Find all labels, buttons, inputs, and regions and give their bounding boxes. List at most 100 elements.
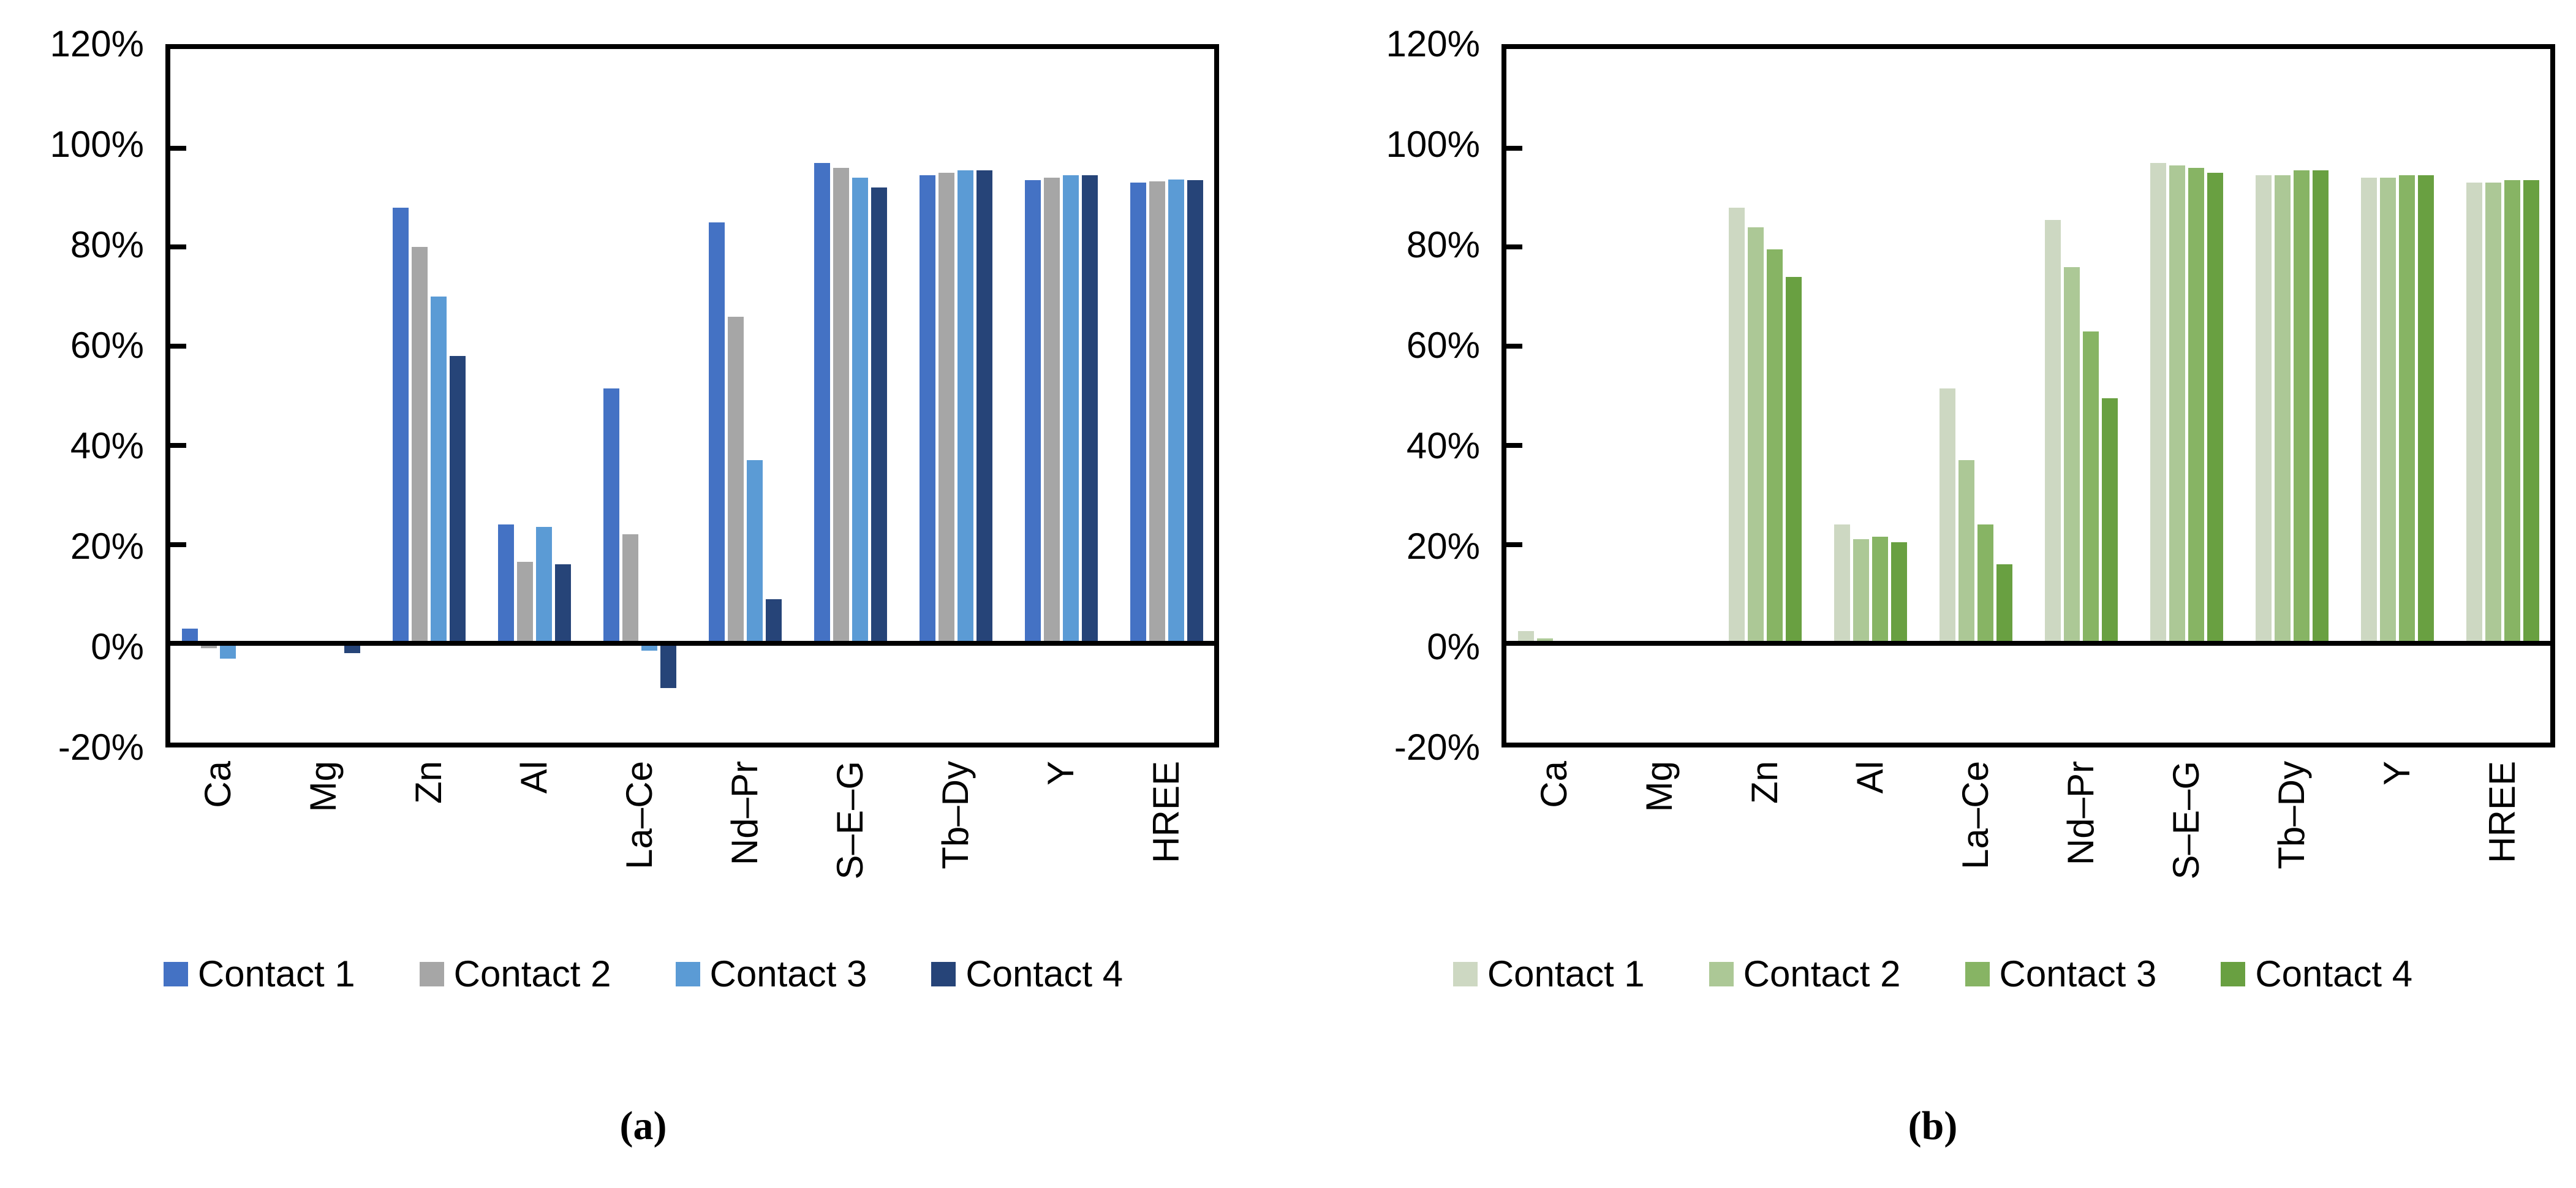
bar bbox=[2101, 398, 2118, 644]
bar bbox=[2169, 165, 2185, 644]
bar bbox=[1149, 181, 1165, 644]
legend: Contact 1 Contact 2 Contact 3 Contact 4 bbox=[0, 953, 1286, 995]
bar bbox=[871, 187, 887, 644]
y-axis-tick-label: 20% bbox=[1406, 526, 1480, 567]
bar bbox=[2504, 180, 2520, 644]
y-axis-tick-label: 40% bbox=[1406, 425, 1480, 466]
bar bbox=[833, 168, 849, 644]
bar bbox=[727, 316, 744, 644]
legend-label: Contact 3 bbox=[709, 953, 867, 994]
bar bbox=[1785, 276, 1802, 644]
bar bbox=[2044, 219, 2061, 644]
y-axis-tick-label: 100% bbox=[1386, 124, 1480, 165]
x-axis-category-label: Tb–Dy bbox=[935, 761, 976, 869]
legend-swatch-icon bbox=[163, 961, 188, 986]
bar bbox=[1130, 183, 1146, 644]
bar bbox=[1168, 179, 1184, 644]
bar bbox=[2188, 168, 2204, 644]
bar bbox=[392, 207, 409, 644]
x-axis-category-label: HREE bbox=[1146, 761, 1187, 863]
bar bbox=[430, 297, 447, 644]
legend-swatch-icon bbox=[1965, 961, 1990, 986]
legend-swatch-icon bbox=[2221, 961, 2246, 986]
bar bbox=[1853, 539, 1869, 644]
bar bbox=[1728, 207, 1745, 644]
zero-baseline bbox=[1506, 641, 2550, 646]
bar bbox=[2293, 170, 2310, 644]
bar bbox=[919, 175, 935, 644]
x-axis-category-label: Zn bbox=[408, 761, 449, 804]
legend-item: Contact 2 bbox=[419, 953, 611, 995]
x-axis-category-label: Al bbox=[513, 761, 554, 794]
bar bbox=[2150, 162, 2166, 644]
y-axis-tick-label: 20% bbox=[70, 526, 144, 567]
y-axis-tick-label: 0% bbox=[91, 626, 144, 667]
bar bbox=[2207, 173, 2223, 644]
plot-area bbox=[165, 44, 1219, 747]
x-axis-category-label: La–Ce bbox=[619, 761, 660, 869]
x-axis-category-label: Ca bbox=[197, 761, 238, 808]
bar bbox=[344, 643, 360, 654]
bar bbox=[1187, 180, 1203, 644]
bar bbox=[1747, 227, 1764, 644]
bar bbox=[2255, 175, 2272, 644]
caption-b: (b) bbox=[1908, 1103, 1958, 1148]
bar bbox=[200, 643, 217, 649]
bar bbox=[2082, 331, 2099, 644]
legend: Contact 1 Contact 2 Contact 3 Contact 4 bbox=[1290, 953, 2576, 995]
chart-panel-b: 120% 100% 80% 60% 40% 20% 0% -20% Ca Mg Zn Al La–Ce N… bbox=[1290, 0, 2576, 1188]
x-axis-category-label: Tb–Dy bbox=[2271, 761, 2312, 869]
bar bbox=[1977, 524, 1993, 644]
x-axis-category-label: HREE bbox=[2482, 761, 2523, 863]
caption-a: (a) bbox=[619, 1103, 667, 1148]
x-axis-category-label: S–E–G bbox=[2166, 761, 2207, 880]
y-axis-tick bbox=[170, 244, 186, 250]
zero-baseline bbox=[170, 641, 1214, 646]
bar bbox=[746, 460, 763, 644]
y-axis-tick-label: 0% bbox=[1427, 626, 1480, 667]
chart-panel-a: 120% 100% 80% 60% 40% 20% 0% -20% Ca Mg Zn Al La–Ce N… bbox=[0, 0, 1286, 1188]
y-axis-tick bbox=[1506, 344, 1522, 349]
bar bbox=[1062, 175, 1079, 644]
y-axis-tick-label: 120% bbox=[50, 23, 144, 64]
legend-label: Contact 1 bbox=[1487, 953, 1645, 994]
x-axis-category-label: Mg bbox=[303, 761, 344, 812]
bar bbox=[957, 170, 973, 644]
bar bbox=[2274, 175, 2291, 644]
y-axis-tick-label: -20% bbox=[58, 727, 144, 768]
legend-label: Contact 3 bbox=[1999, 953, 2157, 994]
legend-item: Contact 2 bbox=[1709, 953, 1901, 995]
bar bbox=[1890, 542, 1907, 644]
legend-item: Contact 3 bbox=[1965, 953, 2157, 995]
legend-swatch-icon bbox=[419, 961, 444, 986]
legend-swatch-icon bbox=[1452, 961, 1478, 986]
bar bbox=[603, 388, 619, 644]
bar bbox=[449, 356, 466, 644]
bar bbox=[516, 561, 533, 644]
bar bbox=[622, 534, 638, 644]
bar bbox=[1043, 178, 1060, 644]
bar bbox=[1081, 175, 1098, 644]
bar bbox=[2417, 175, 2434, 644]
legend-swatch-icon bbox=[1709, 961, 1734, 986]
y-axis-tick bbox=[1506, 145, 1522, 151]
bar bbox=[1958, 460, 1974, 644]
bar bbox=[1834, 524, 1850, 644]
bar bbox=[2466, 183, 2482, 644]
bar bbox=[976, 170, 992, 644]
legend-label: Contact 2 bbox=[1743, 953, 1901, 994]
x-axis-category-label: Al bbox=[1849, 761, 1890, 794]
x-axis-category-label: La–Ce bbox=[1955, 761, 1996, 869]
legend-swatch-icon bbox=[675, 961, 700, 986]
y-axis-tick bbox=[170, 145, 186, 151]
y-axis-tick-label: 60% bbox=[1406, 325, 1480, 366]
legend-item: Contact 4 bbox=[2221, 953, 2412, 995]
legend-label: Contact 4 bbox=[2255, 953, 2413, 994]
bar bbox=[1872, 537, 1888, 644]
bar bbox=[660, 643, 676, 689]
bar bbox=[938, 173, 954, 644]
bar bbox=[181, 629, 198, 644]
y-axis-tick bbox=[1506, 442, 1522, 448]
bar bbox=[765, 599, 782, 644]
bar bbox=[852, 178, 868, 644]
